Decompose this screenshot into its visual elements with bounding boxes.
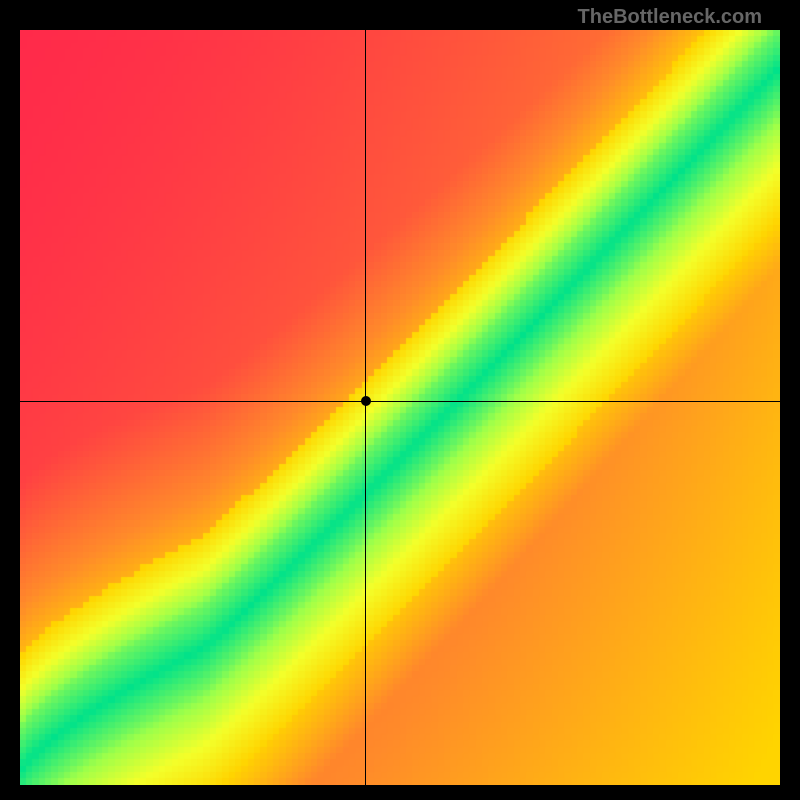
crosshair-horizontal (20, 401, 780, 402)
watermark: TheBottleneck.com (578, 6, 762, 29)
heatmap-canvas (20, 30, 780, 785)
crosshair-point (361, 396, 371, 406)
crosshair-vertical (365, 30, 366, 785)
